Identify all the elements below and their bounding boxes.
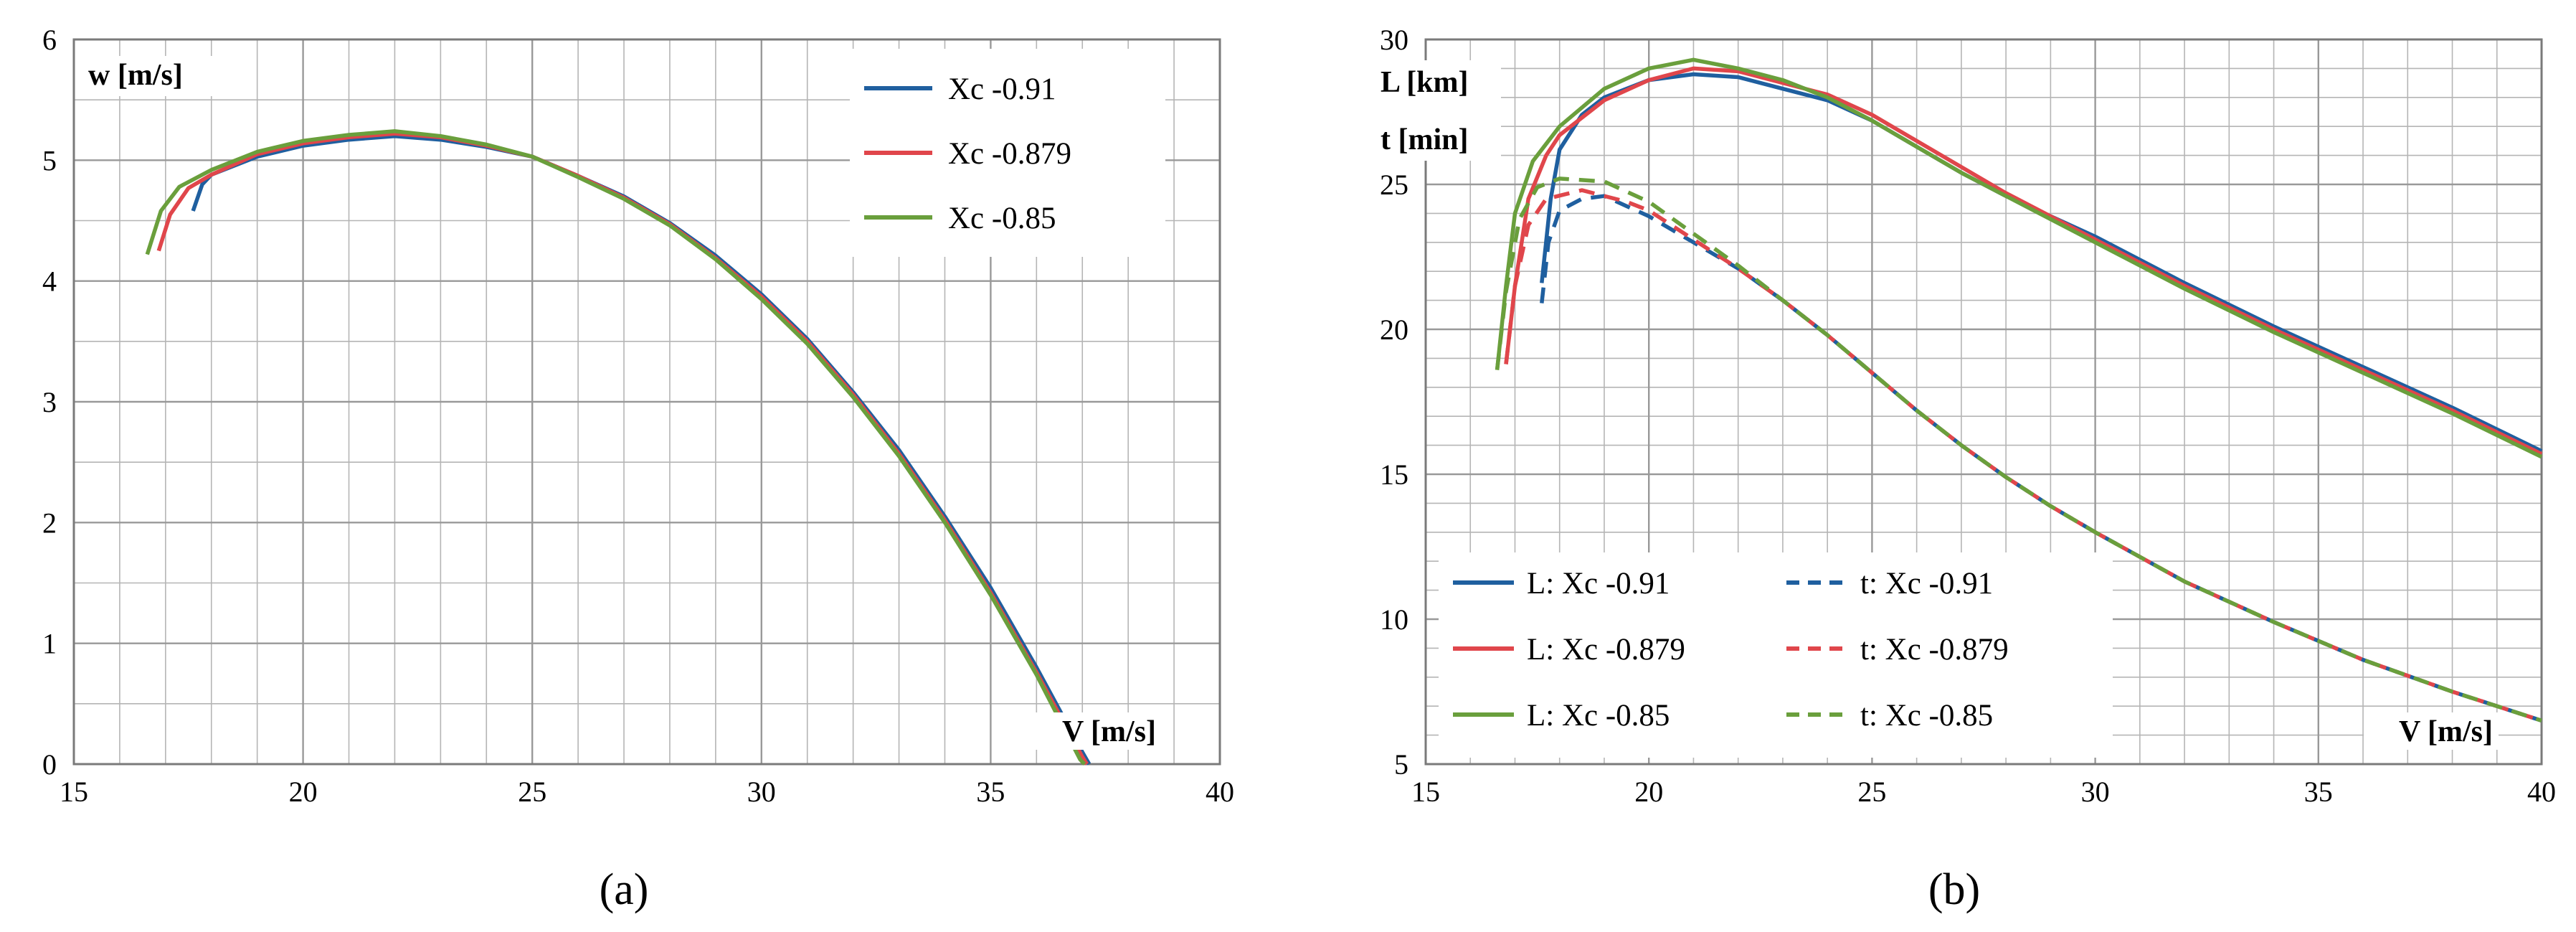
y-tick-label: 10 — [1380, 603, 1408, 636]
chart-b-plot-frame — [1424, 38, 2543, 766]
y-tick-label: 25 — [1380, 169, 1408, 201]
chart-a-xlabel-background — [1027, 712, 1162, 750]
chart-b-x-axis-label: V [m/s] — [2399, 715, 2493, 748]
chart-b-y-axis-label-l: L [km] — [1381, 66, 1469, 99]
chart-b-xlabel-background — [2364, 712, 2499, 750]
y-tick-label: 0 — [42, 748, 57, 781]
y-tick-label: 5 — [1394, 748, 1408, 781]
chart-a-ylabel-background — [85, 56, 228, 96]
x-tick-label: 20 — [289, 776, 318, 808]
x-tick-label: 15 — [1411, 776, 1440, 808]
chart-b-series — [1495, 57, 2543, 723]
chart-b: 15 20 25 30 35 40 5 10 15 20 25 30 L [km] t [min] V… — [1375, 24, 2556, 914]
chart-a-x-axis-label: V [m/s] — [1062, 715, 1156, 748]
y-tick-label: 5 — [42, 144, 57, 176]
legend-label: L: Xc -0.879 — [1527, 633, 1685, 667]
legend-label: t: Xc -0.85 — [1860, 699, 1993, 733]
x-tick-label: 30 — [747, 776, 776, 808]
chart-a-legend: Xc -0.91 Xc -0.879 Xc -0.85 — [850, 49, 1165, 257]
chart-b-tick-labels: 15 20 25 30 35 40 5 10 15 20 25 30 — [1380, 24, 2556, 808]
chart-b-ylabel-background — [1375, 60, 1501, 161]
legend-background — [1439, 552, 2113, 758]
series-line — [1540, 72, 2543, 453]
legend-label: Xc -0.879 — [948, 137, 1071, 171]
chart-b-y-axis-label-t: t [min] — [1381, 123, 1468, 156]
x-tick-label: 35 — [976, 776, 1005, 808]
chart-b-legend: L: Xc -0.91 L: Xc -0.879 L: Xc -0.85 t: Xc … — [1439, 552, 2113, 758]
y-tick-label: 2 — [42, 507, 57, 539]
x-tick-label: 35 — [2304, 776, 2333, 808]
x-tick-label: 15 — [60, 776, 88, 808]
series-line — [145, 129, 1086, 766]
chart-b-panel-label: (b) — [1928, 865, 1980, 914]
series-line — [1504, 66, 2543, 456]
series-line — [1495, 176, 2542, 723]
y-tick-label: 20 — [1380, 314, 1408, 346]
chart-a: 15 20 25 30 35 40 0 1 2 3 4 5 6 w [m/s] V [m/s] Xc -… — [42, 24, 1234, 914]
legend-label: t: Xc -0.879 — [1860, 633, 2009, 667]
y-tick-label: 1 — [42, 628, 57, 660]
legend-label: Xc -0.85 — [948, 202, 1056, 235]
x-tick-label: 25 — [1857, 776, 1886, 808]
x-tick-label: 25 — [518, 776, 546, 808]
y-tick-label: 6 — [42, 24, 57, 56]
chart-a-series — [145, 129, 1092, 766]
y-tick-label: 4 — [42, 265, 57, 298]
chart-a-plot-frame — [72, 38, 1221, 766]
x-tick-label: 20 — [1634, 776, 1663, 808]
legend-label: L: Xc -0.85 — [1527, 699, 1670, 733]
chart-a-tick-labels: 15 20 25 30 35 40 0 1 2 3 4 5 6 — [42, 24, 1234, 808]
x-tick-label: 40 — [1206, 776, 1234, 808]
series-line — [1495, 57, 2543, 459]
x-tick-label: 40 — [2527, 776, 2556, 808]
legend-label: L: Xc -0.91 — [1527, 567, 1670, 601]
y-tick-label: 15 — [1380, 458, 1408, 491]
chart-a-y-axis-label: w [m/s] — [88, 59, 183, 92]
y-tick-label: 30 — [1380, 24, 1408, 56]
chart-a-panel-label: (a) — [600, 865, 649, 914]
x-tick-label: 30 — [2081, 776, 2110, 808]
legend-label: t: Xc -0.91 — [1860, 567, 1993, 601]
y-tick-label: 3 — [42, 386, 57, 418]
legend-label: Xc -0.91 — [948, 72, 1056, 106]
